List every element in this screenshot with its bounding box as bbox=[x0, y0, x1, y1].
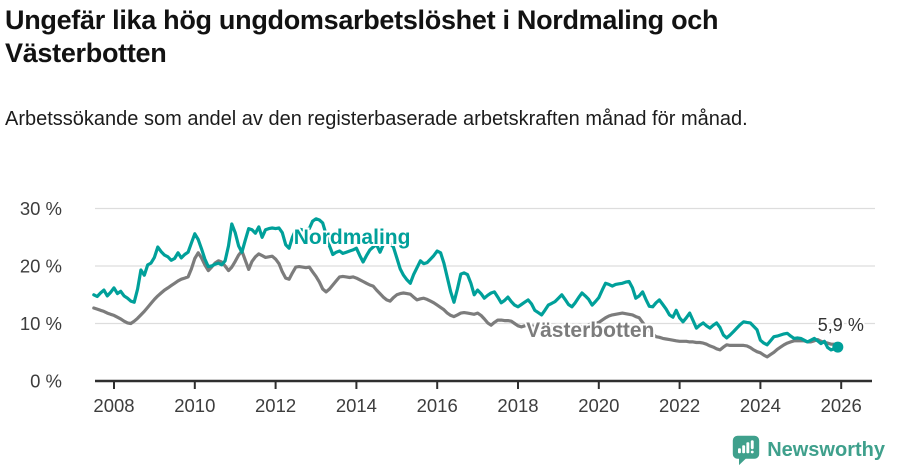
x-axis-label-2026: 2026 bbox=[821, 395, 862, 416]
y-axis-label-10: 10 % bbox=[20, 313, 62, 334]
chart-subtitle: Arbetssökande som andel av den registerb… bbox=[5, 108, 748, 130]
x-axis-label-2014: 2014 bbox=[336, 395, 377, 416]
y-axis-label-0: 0 % bbox=[30, 371, 62, 392]
brand-footer: Newsworthy bbox=[732, 434, 885, 466]
latest-value-dot bbox=[832, 341, 844, 353]
y-axis-label-30: 30 % bbox=[20, 198, 62, 219]
x-axis-label-2016: 2016 bbox=[417, 395, 458, 416]
nordmaling-line bbox=[92, 217, 840, 352]
x-axis-label-2018: 2018 bbox=[497, 395, 538, 416]
x-axis-label-2010: 2010 bbox=[174, 395, 215, 416]
x-axis-label-2012: 2012 bbox=[255, 395, 296, 416]
x-axis-label-2020: 2020 bbox=[578, 395, 619, 416]
vsterbotten-label: Västerbotten bbox=[526, 319, 654, 342]
vsterbotten-line bbox=[92, 249, 840, 359]
latest-value-annotation: 5,9 % bbox=[818, 315, 864, 335]
newsworthy-logo-icon bbox=[732, 435, 760, 465]
y-axis-label-20: 20 % bbox=[20, 256, 62, 277]
x-axis-label-2024: 2024 bbox=[740, 395, 781, 416]
brand-name: Newsworthy bbox=[767, 438, 885, 461]
chart-title: Ungefär lika hög ungdomsarbetslöshet i N… bbox=[5, 5, 719, 68]
nordmaling-label: Nordmaling bbox=[294, 226, 411, 249]
x-axis-label-2008: 2008 bbox=[93, 395, 134, 416]
x-axis-label-2022: 2022 bbox=[659, 395, 700, 416]
